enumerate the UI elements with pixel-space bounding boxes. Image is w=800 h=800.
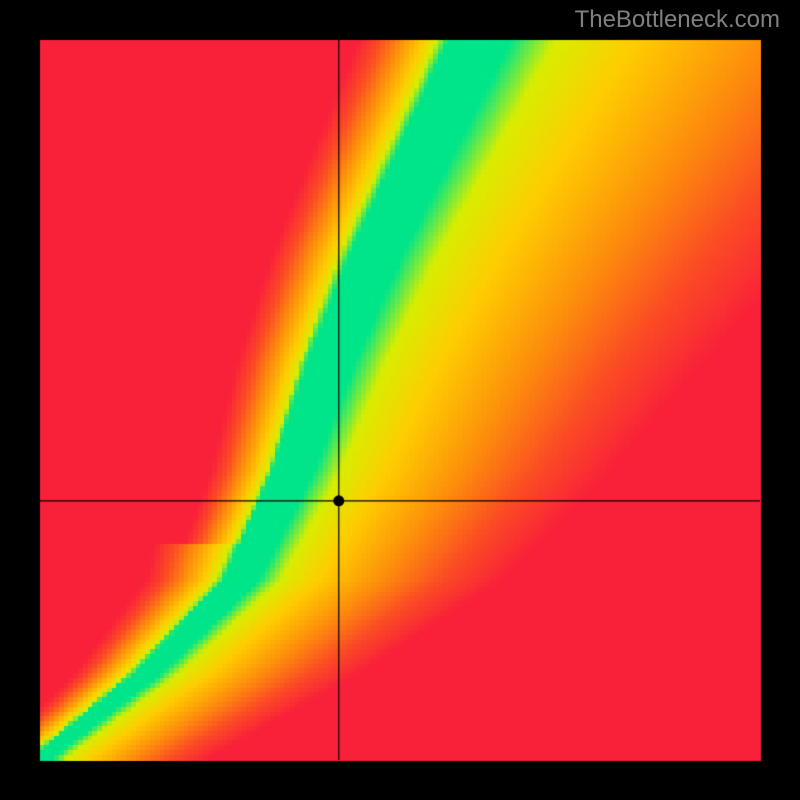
watermark-text: TheBottleneck.com	[575, 6, 780, 34]
heatmap-canvas	[0, 0, 800, 800]
chart-container: TheBottleneck.com	[0, 0, 800, 800]
